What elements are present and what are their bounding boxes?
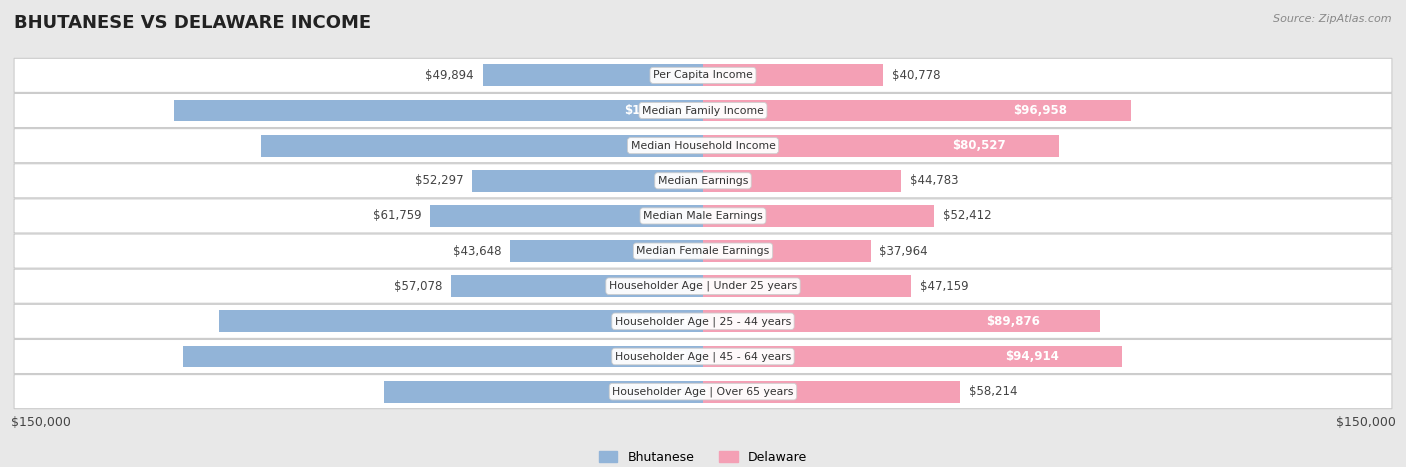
Bar: [451, 276, 703, 297]
Text: Median Female Earnings: Median Female Earnings: [637, 246, 769, 256]
FancyBboxPatch shape: [14, 375, 1392, 409]
Text: Householder Age | 25 - 44 years: Householder Age | 25 - 44 years: [614, 316, 792, 326]
Text: $109,520: $109,520: [630, 315, 692, 328]
Bar: [384, 381, 703, 403]
Text: $72,288: $72,288: [655, 385, 709, 398]
Bar: [703, 64, 883, 86]
Text: Median Earnings: Median Earnings: [658, 176, 748, 186]
Bar: [703, 381, 960, 403]
Text: $117,750: $117,750: [626, 350, 686, 363]
FancyBboxPatch shape: [14, 234, 1392, 268]
FancyBboxPatch shape: [14, 199, 1392, 233]
Text: $44,783: $44,783: [910, 174, 957, 187]
FancyBboxPatch shape: [14, 128, 1392, 163]
Bar: [183, 346, 703, 368]
Text: $89,876: $89,876: [987, 315, 1040, 328]
Text: $100,151: $100,151: [637, 139, 699, 152]
Text: $58,214: $58,214: [969, 385, 1018, 398]
FancyBboxPatch shape: [14, 269, 1392, 303]
Bar: [472, 170, 703, 191]
Bar: [510, 240, 703, 262]
Bar: [703, 205, 935, 227]
Text: $37,964: $37,964: [880, 245, 928, 258]
Bar: [219, 311, 703, 332]
Text: Median Household Income: Median Household Income: [630, 141, 776, 151]
Text: Householder Age | 45 - 64 years: Householder Age | 45 - 64 years: [614, 351, 792, 362]
Text: Householder Age | Under 25 years: Householder Age | Under 25 years: [609, 281, 797, 291]
Text: Median Male Earnings: Median Male Earnings: [643, 211, 763, 221]
Bar: [703, 346, 1122, 368]
Text: $57,078: $57,078: [394, 280, 441, 293]
Text: $47,159: $47,159: [920, 280, 969, 293]
Legend: Bhutanese, Delaware: Bhutanese, Delaware: [593, 446, 813, 467]
Text: $61,759: $61,759: [373, 209, 422, 222]
Text: Source: ZipAtlas.com: Source: ZipAtlas.com: [1274, 14, 1392, 24]
FancyBboxPatch shape: [14, 164, 1392, 198]
Text: $119,800: $119,800: [624, 104, 685, 117]
Text: $94,914: $94,914: [1005, 350, 1059, 363]
FancyBboxPatch shape: [14, 304, 1392, 339]
Text: $40,778: $40,778: [891, 69, 941, 82]
Bar: [703, 240, 870, 262]
Text: $49,894: $49,894: [425, 69, 474, 82]
Bar: [482, 64, 703, 86]
Bar: [703, 311, 1099, 332]
FancyBboxPatch shape: [14, 340, 1392, 374]
Bar: [703, 135, 1059, 156]
Text: Median Family Income: Median Family Income: [643, 106, 763, 115]
Bar: [703, 170, 901, 191]
Bar: [430, 205, 703, 227]
Text: $43,648: $43,648: [453, 245, 502, 258]
Bar: [174, 99, 703, 121]
FancyBboxPatch shape: [14, 58, 1392, 92]
Text: $52,297: $52,297: [415, 174, 463, 187]
Bar: [260, 135, 703, 156]
Text: $80,527: $80,527: [952, 139, 1005, 152]
Text: $52,412: $52,412: [943, 209, 991, 222]
FancyBboxPatch shape: [14, 93, 1392, 127]
Text: BHUTANESE VS DELAWARE INCOME: BHUTANESE VS DELAWARE INCOME: [14, 14, 371, 32]
Text: $96,958: $96,958: [1012, 104, 1067, 117]
Text: Per Capita Income: Per Capita Income: [652, 71, 754, 80]
Bar: [703, 99, 1132, 121]
Bar: [703, 276, 911, 297]
Text: Householder Age | Over 65 years: Householder Age | Over 65 years: [612, 386, 794, 397]
